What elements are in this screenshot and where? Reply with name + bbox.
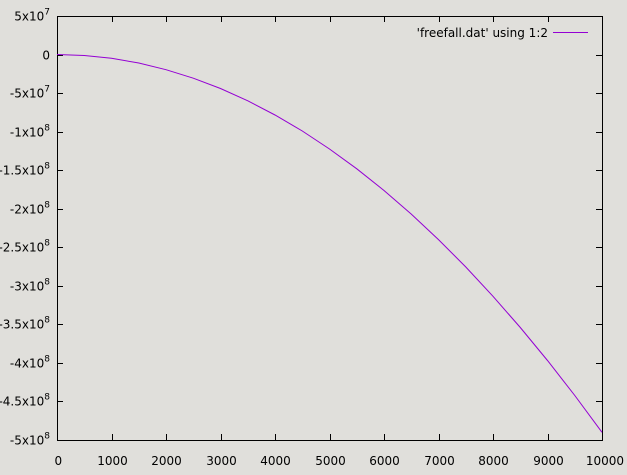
x-tick-label: 3000 <box>206 454 237 468</box>
plot-frame <box>57 16 603 441</box>
y-tick-label: -3x108 <box>10 278 50 294</box>
x-tick-label: 7000 <box>424 454 455 468</box>
x-tick-label: 9000 <box>533 454 564 468</box>
y-tick-label: -2.5x108 <box>0 239 50 255</box>
x-tick-label: 2000 <box>151 454 182 468</box>
x-tick-label: 1000 <box>97 454 128 468</box>
y-tick-label: -4x108 <box>10 355 50 371</box>
x-tick-label: 10000 <box>586 454 624 468</box>
y-tick-label: 5x107 <box>14 8 50 24</box>
y-tick-label: -5x107 <box>10 85 50 101</box>
series-line <box>56 54 603 433</box>
x-tick-label: 5000 <box>315 454 346 468</box>
y-tick-label: -1.5x108 <box>0 162 50 178</box>
series-group <box>56 54 603 433</box>
x-tick-label: 0 <box>55 454 63 468</box>
y-tick-label: 0 <box>42 49 50 63</box>
x-tick-label: 8000 <box>478 454 509 468</box>
x-tick-label: 4000 <box>260 454 291 468</box>
y-axis: 5x107 0 -5x107 -1x108 -1.5x108 -2x108 -2.5x108… <box>0 8 602 448</box>
x-axis: 0 1000 2000 3000 4000 5000 6000 7000 8000 9000 100… <box>55 16 624 468</box>
y-tick-label: -5x108 <box>10 432 50 448</box>
y-tick-label: -3.5x108 <box>0 316 50 332</box>
y-tick-label: -1x108 <box>10 124 50 140</box>
legend: 'freefall.dat' using 1:2 <box>417 26 588 40</box>
y-tick-label: -2x108 <box>10 201 50 217</box>
x-tick-label: 6000 <box>369 454 400 468</box>
legend-label: 'freefall.dat' using 1:2 <box>417 26 548 40</box>
y-tick-label: -4.5x108 <box>0 393 50 409</box>
